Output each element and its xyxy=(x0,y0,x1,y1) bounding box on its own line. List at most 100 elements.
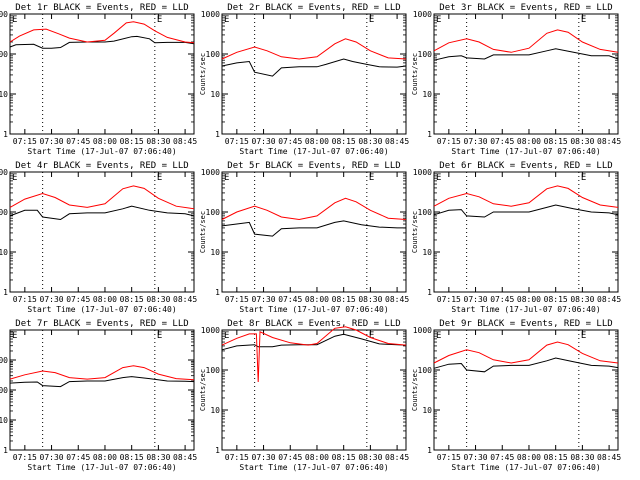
events-series-line xyxy=(9,35,195,49)
y-tick-label: 10 xyxy=(210,248,220,257)
x-tick-label: 08:30 xyxy=(146,453,170,462)
lld-series-line xyxy=(221,197,407,221)
plot-frame xyxy=(9,329,195,451)
x-tick-label: 07:45 xyxy=(66,137,90,146)
detector-panel-4: Det 4r BLACK = Events, RED = LLD 1 10 100 10… xyxy=(0,161,197,314)
plot-frame xyxy=(433,329,619,451)
panel-title: Det 9r BLACK = Events, RED = LLD xyxy=(439,319,612,329)
y-tick-label: 1 xyxy=(215,446,220,455)
event-marker-label: E xyxy=(581,331,586,341)
plot-frame xyxy=(221,13,407,135)
x-axis-label: Start Time (17-Jul-07 07:06:40) xyxy=(239,463,388,472)
events-series-line xyxy=(221,58,407,77)
y-tick-label: 1000 xyxy=(413,10,432,19)
events-series-line xyxy=(221,220,406,237)
panel-title: Det 1r BLACK = Events, RED = LLD xyxy=(15,3,188,13)
x-tick-label: 08:15 xyxy=(544,137,568,146)
event-marker-label: E xyxy=(436,331,441,341)
x-tick-label: 07:30 xyxy=(40,295,64,304)
plot-frame xyxy=(221,329,407,451)
event-marker-label: E xyxy=(157,331,162,341)
x-axis-label: Start Time (17-Jul-07 07:06:40) xyxy=(451,147,600,156)
y-tick-label: 1 xyxy=(427,130,432,139)
detector-panel-1: Det 1r BLACK = Events, RED = LLD 1 10 100 10… xyxy=(0,3,197,156)
x-tick-label: 07:15 xyxy=(13,137,37,146)
lld-series-line xyxy=(433,341,619,364)
x-axis-label: Start Time (17-Jul-07 07:06:40) xyxy=(27,463,176,472)
event-marker-label: E xyxy=(224,331,229,341)
lld-series-line xyxy=(433,185,619,208)
event-marker-label: E xyxy=(436,173,441,183)
event-marker-label: E xyxy=(369,15,374,25)
x-tick-label: 08:15 xyxy=(544,295,568,304)
x-tick-label: 07:15 xyxy=(437,137,461,146)
x-tick-label: 08:00 xyxy=(305,295,329,304)
x-tick-label: 08:30 xyxy=(358,295,382,304)
x-tick-label: 08:00 xyxy=(93,453,117,462)
x-tick-label: 07:30 xyxy=(40,137,64,146)
y-tick-label: 10 xyxy=(422,90,432,99)
x-tick-label: 08:45 xyxy=(385,453,409,462)
y-axis-label: Counts/sec xyxy=(411,53,419,95)
x-tick-label: 08:30 xyxy=(570,137,594,146)
event-marker-label: E xyxy=(224,173,229,183)
x-tick-label: 07:30 xyxy=(252,295,276,304)
y-tick-label: 1000 xyxy=(201,168,220,177)
lld-series-line xyxy=(221,326,407,383)
plot-frame xyxy=(433,171,619,293)
y-tick-label: 1000 xyxy=(413,168,432,177)
x-tick-label: 07:30 xyxy=(252,137,276,146)
y-axis-label: Counts/sec xyxy=(199,211,207,253)
y-tick-label: 100 xyxy=(0,50,8,59)
lld-series-line xyxy=(9,365,195,381)
x-tick-label: 08:15 xyxy=(332,295,356,304)
event-marker-label: E xyxy=(369,173,374,183)
y-tick-label: 100 xyxy=(418,366,433,375)
y-tick-label: 1000 xyxy=(0,10,8,19)
panel-title: Det 5r BLACK = Events, RED = LLD xyxy=(227,161,400,171)
y-tick-label: 10 xyxy=(422,248,432,257)
x-tick-label: 08:15 xyxy=(120,137,144,146)
x-tick-label: 08:00 xyxy=(93,295,117,304)
panel-title: Det 3r BLACK = Events, RED = LLD xyxy=(439,3,612,13)
y-tick-label: 1000 xyxy=(201,326,220,335)
event-marker-label: E xyxy=(12,331,17,341)
plot-frame xyxy=(9,171,195,293)
y-tick-label: 1 xyxy=(215,130,220,139)
y-tick-label: 1000 xyxy=(0,168,8,177)
x-axis-label: Start Time (17-Jul-07 07:06:40) xyxy=(27,305,176,314)
x-tick-label: 07:45 xyxy=(490,295,514,304)
panel-title: Det 6r BLACK = Events, RED = LLD xyxy=(439,161,612,171)
y-tick-label: 10 xyxy=(210,406,220,415)
y-tick-label: 10 xyxy=(210,90,220,99)
x-tick-label: 07:15 xyxy=(225,453,249,462)
y-axis-label: Counts/sec xyxy=(199,369,207,411)
y-axis-label: Counts/sec xyxy=(199,53,207,95)
x-tick-label: 08:30 xyxy=(570,295,594,304)
detector-panel-5: Det 5r BLACK = Events, RED = LLD 1 10 100 10… xyxy=(199,161,409,314)
x-tick-label: 08:45 xyxy=(597,295,621,304)
y-tick-label: 10 xyxy=(0,416,8,425)
x-tick-label: 08:00 xyxy=(517,295,541,304)
x-tick-label: 07:15 xyxy=(437,295,461,304)
x-tick-label: 08:30 xyxy=(146,137,170,146)
y-tick-label: 100 xyxy=(418,50,433,59)
y-tick-label: 1 xyxy=(3,288,8,297)
x-tick-label: 07:15 xyxy=(13,295,37,304)
y-tick-label: 10 xyxy=(0,248,8,257)
event-marker-label: E xyxy=(157,173,162,183)
y-tick-label: 100 xyxy=(206,208,221,217)
panel-title: Det 8r BLACK = Events, RED = LLD xyxy=(227,319,400,329)
x-tick-label: 08:45 xyxy=(385,295,409,304)
x-tick-label: 07:15 xyxy=(225,295,249,304)
y-tick-label: 100 xyxy=(206,50,221,59)
x-tick-label: 07:45 xyxy=(66,453,90,462)
y-axis-label: Counts/sec xyxy=(411,369,419,411)
event-marker-label: E xyxy=(581,15,586,25)
y-tick-label: 100 xyxy=(206,366,221,375)
detector-panel-2: Det 2r BLACK = Events, RED = LLD 1 10 100 10… xyxy=(199,3,409,156)
x-tick-label: 08:45 xyxy=(173,295,197,304)
x-tick-label: 08:30 xyxy=(146,295,170,304)
lld-series-line xyxy=(433,29,619,53)
